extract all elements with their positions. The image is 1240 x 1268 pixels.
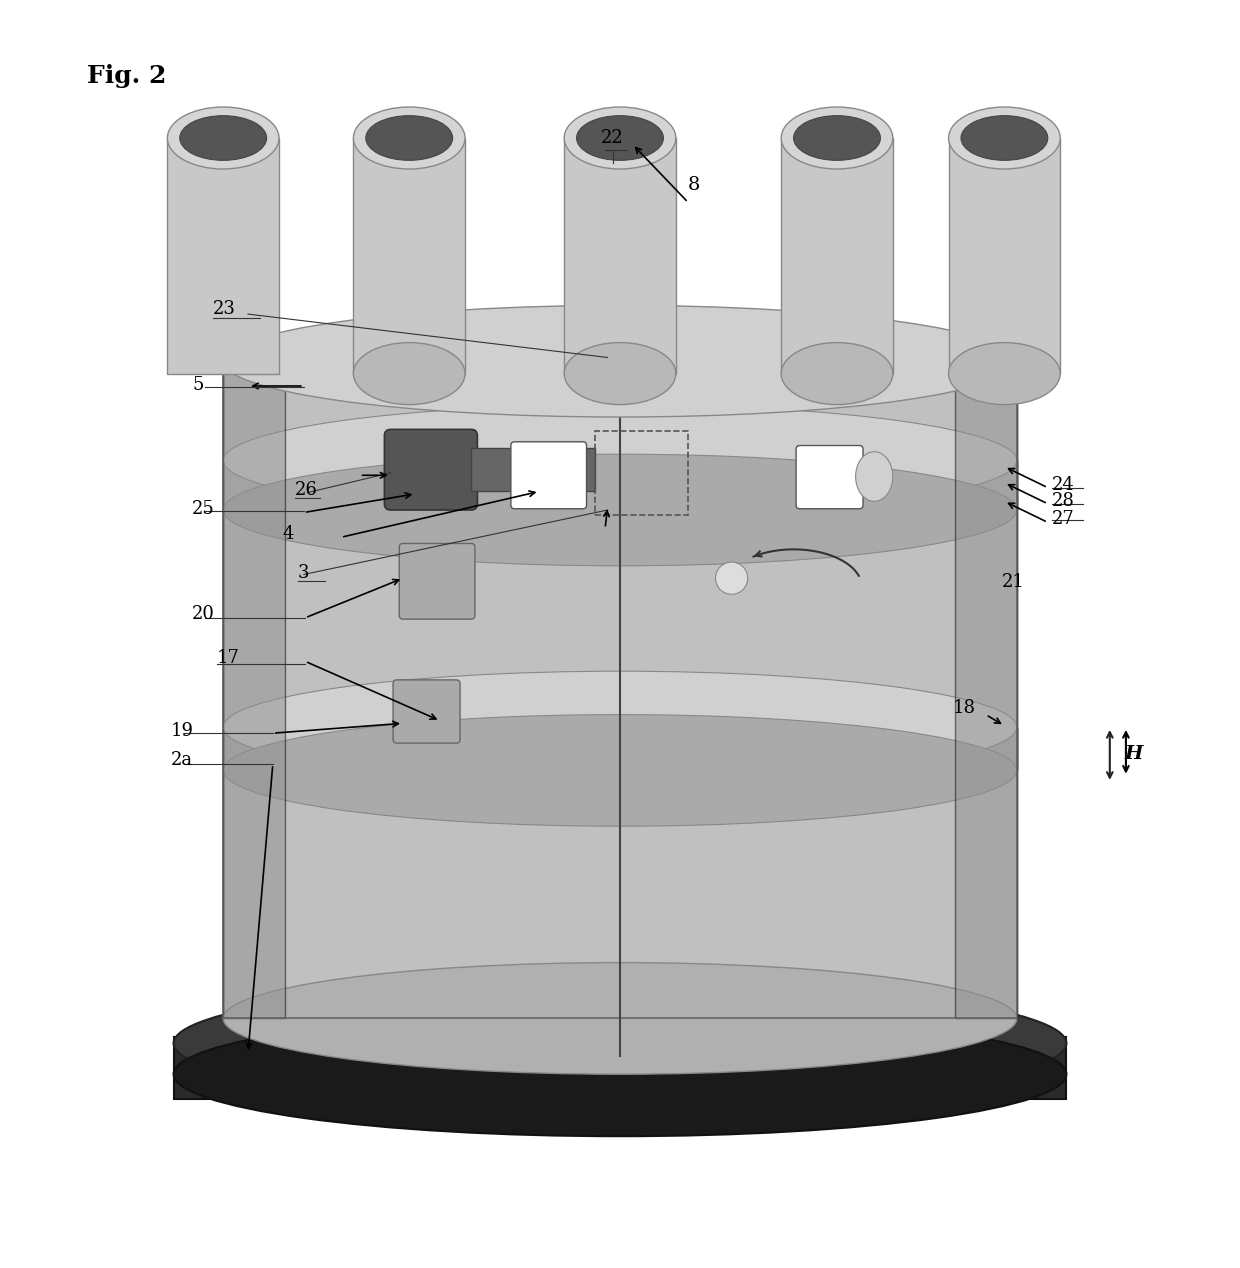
FancyBboxPatch shape	[399, 544, 475, 619]
Text: 8: 8	[688, 176, 701, 194]
Text: 28: 28	[1052, 492, 1074, 510]
Text: Fig. 2: Fig. 2	[87, 63, 166, 87]
Ellipse shape	[174, 1012, 1066, 1136]
Text: 20: 20	[192, 605, 215, 623]
Ellipse shape	[781, 107, 893, 169]
Ellipse shape	[223, 306, 1017, 417]
FancyBboxPatch shape	[223, 460, 1017, 510]
Text: 25: 25	[192, 500, 215, 517]
Ellipse shape	[564, 342, 676, 404]
FancyBboxPatch shape	[955, 361, 1017, 1018]
Ellipse shape	[180, 115, 267, 160]
FancyBboxPatch shape	[393, 680, 460, 743]
Ellipse shape	[577, 115, 663, 160]
Circle shape	[715, 562, 748, 595]
FancyBboxPatch shape	[781, 138, 893, 374]
Ellipse shape	[781, 342, 893, 404]
Text: 19: 19	[171, 721, 195, 739]
Text: 24: 24	[1052, 477, 1074, 495]
Text: H: H	[1125, 746, 1143, 763]
Ellipse shape	[167, 107, 279, 169]
FancyBboxPatch shape	[174, 1037, 1066, 1099]
Text: 5: 5	[192, 375, 203, 394]
Ellipse shape	[353, 107, 465, 169]
Text: 17: 17	[217, 648, 239, 667]
Ellipse shape	[223, 404, 1017, 516]
Text: 3: 3	[298, 564, 309, 582]
FancyBboxPatch shape	[796, 445, 863, 508]
Ellipse shape	[856, 451, 893, 501]
Text: 21: 21	[1002, 573, 1024, 591]
Text: 18: 18	[952, 700, 976, 718]
Ellipse shape	[961, 115, 1048, 160]
Ellipse shape	[174, 981, 1066, 1106]
Ellipse shape	[223, 671, 1017, 782]
FancyBboxPatch shape	[223, 727, 1017, 771]
FancyBboxPatch shape	[471, 448, 595, 492]
Text: 23: 23	[213, 301, 236, 318]
Ellipse shape	[949, 342, 1060, 404]
Ellipse shape	[353, 342, 465, 404]
Ellipse shape	[223, 962, 1017, 1074]
FancyBboxPatch shape	[511, 441, 587, 508]
FancyBboxPatch shape	[949, 138, 1060, 374]
Text: 4: 4	[283, 525, 294, 543]
FancyBboxPatch shape	[564, 138, 676, 374]
FancyBboxPatch shape	[353, 138, 465, 374]
Ellipse shape	[794, 115, 880, 160]
Ellipse shape	[564, 107, 676, 169]
FancyBboxPatch shape	[223, 361, 1017, 1018]
Ellipse shape	[223, 715, 1017, 827]
FancyBboxPatch shape	[223, 361, 285, 1018]
Ellipse shape	[949, 107, 1060, 169]
Text: 26: 26	[295, 481, 317, 500]
Text: 22: 22	[601, 128, 624, 147]
FancyBboxPatch shape	[384, 430, 477, 510]
FancyBboxPatch shape	[167, 138, 279, 374]
Ellipse shape	[223, 454, 1017, 566]
Text: 27: 27	[1052, 510, 1074, 527]
Text: 2a: 2a	[171, 752, 193, 770]
Ellipse shape	[366, 115, 453, 160]
